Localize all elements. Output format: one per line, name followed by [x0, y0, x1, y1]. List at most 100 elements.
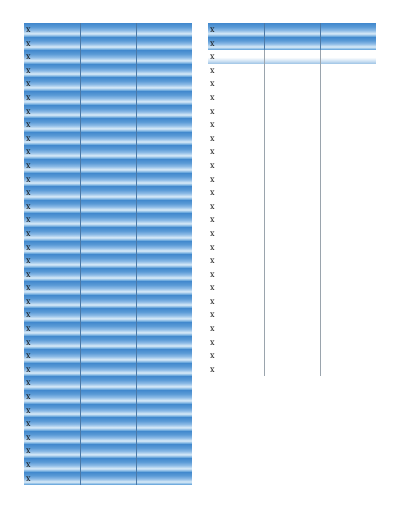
right-grid-cell [319, 36, 376, 51]
left-grid-cell [135, 267, 192, 282]
right-grid-cell [263, 104, 320, 119]
right-grid-row: x [208, 322, 376, 336]
right-grid-row: x [208, 118, 376, 132]
right-grid-row: x [208, 186, 376, 200]
left-grid-cell [135, 240, 192, 255]
left-grid-cell [79, 104, 136, 119]
right-grid-cell [263, 90, 320, 105]
right-grid-cell [263, 281, 320, 295]
left-grid-cell [135, 390, 192, 404]
left-grid-cell [135, 376, 192, 391]
right-grid-cell: x [208, 23, 264, 37]
left-grid-cell [79, 267, 136, 282]
left-grid-cell: x [24, 417, 80, 431]
left-grid-cell: x [24, 430, 80, 445]
right-grid-cell [263, 172, 320, 187]
left-grid-cell: x [24, 308, 80, 323]
right-grid-cell: x [208, 254, 264, 268]
right-grid-row: x [208, 90, 376, 105]
left-grid-cell [79, 349, 136, 363]
right-grid-row: x [208, 308, 376, 323]
right-grid-row: x [208, 50, 376, 64]
right-grid-row: x [208, 199, 376, 214]
left-grid-cell: x [24, 267, 80, 282]
left-grid-row: x [24, 90, 192, 105]
left-grid-cell [79, 458, 136, 472]
left-grid-cell [135, 172, 192, 187]
right-grid-cell: x [208, 349, 264, 363]
left-grid-cell [79, 362, 136, 377]
left-grid-cell: x [24, 213, 80, 227]
left-grid-cell [79, 213, 136, 227]
left-grid-row: x [24, 77, 192, 91]
right-grid-cell: x [208, 362, 264, 377]
left-grid-cell: x [24, 145, 80, 159]
left-grid-row: x [24, 430, 192, 445]
left-grid-cell [135, 23, 192, 37]
left-grid-row: x [24, 444, 192, 458]
left-grid-cell [135, 417, 192, 431]
left-grid-row: x [24, 281, 192, 295]
right-grid-row: x [208, 145, 376, 159]
right-grid-row: x [208, 172, 376, 187]
left-grid-cell [135, 186, 192, 200]
left-grid-row: x [24, 118, 192, 132]
left-grid-row: x [24, 240, 192, 255]
right-grid-cell: x [208, 158, 264, 173]
right-grid-cell [263, 186, 320, 200]
left-grid-row: x [24, 226, 192, 241]
right-grid-cell [263, 199, 320, 214]
right-grid-row: x [208, 254, 376, 268]
right-grid-row: x [208, 294, 376, 309]
right-grid-cell: x [208, 36, 264, 51]
left-grid-cell [79, 172, 136, 187]
right-grid-cell [263, 23, 320, 37]
left-grid-cell [135, 471, 192, 486]
right-grid-cell: x [208, 199, 264, 214]
left-grid-cell [79, 118, 136, 132]
left-grid-row: x [24, 403, 192, 418]
left-grid-row: x [24, 199, 192, 214]
right-grid-cell [263, 118, 320, 132]
right-grid-cell [319, 145, 376, 159]
left-grid-cell [135, 430, 192, 445]
right-grid-cell [263, 267, 320, 282]
right-grid-cell [319, 226, 376, 241]
left-grid-cell: x [24, 186, 80, 200]
right-grid-cell [319, 104, 376, 119]
left-grid-row: x [24, 322, 192, 336]
left-grid-row: x [24, 294, 192, 309]
right-grid-cell [263, 335, 320, 350]
right-grid-cell: x [208, 335, 264, 350]
left-grid-cell [79, 240, 136, 255]
right-grid-cell: x [208, 281, 264, 295]
left-grid-row: x [24, 172, 192, 187]
right-grid-cell [263, 158, 320, 173]
right-grid-cell [319, 172, 376, 187]
right-grid-cell [319, 63, 376, 78]
right-grid-cell [319, 335, 376, 350]
left-grid-cell [135, 294, 192, 309]
right-grid-cell [319, 186, 376, 200]
right-grid-row: x [208, 335, 376, 350]
left-grid-cell [135, 281, 192, 295]
right-grid-cell [319, 322, 376, 336]
left-grid-row: x [24, 376, 192, 391]
left-grid-cell [79, 281, 136, 295]
right-grid-cell: x [208, 226, 264, 241]
left-grid-cell [79, 403, 136, 418]
right-grid-cell [319, 199, 376, 214]
left-grid-cell [79, 131, 136, 146]
left-grid-cell [79, 430, 136, 445]
left-grid-row: x [24, 254, 192, 268]
right-grid-cell [263, 362, 320, 377]
left-grid-cell [135, 36, 192, 51]
right-grid-cell [319, 254, 376, 268]
right-grid-cell: x [208, 267, 264, 282]
right-grid-cell: x [208, 131, 264, 146]
left-grid-row: x [24, 63, 192, 78]
right-grid-cell [319, 294, 376, 309]
